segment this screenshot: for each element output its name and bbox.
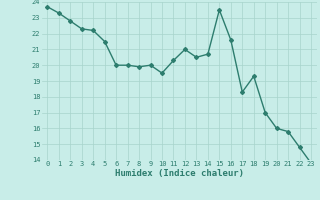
X-axis label: Humidex (Indice chaleur): Humidex (Indice chaleur) [115,169,244,178]
